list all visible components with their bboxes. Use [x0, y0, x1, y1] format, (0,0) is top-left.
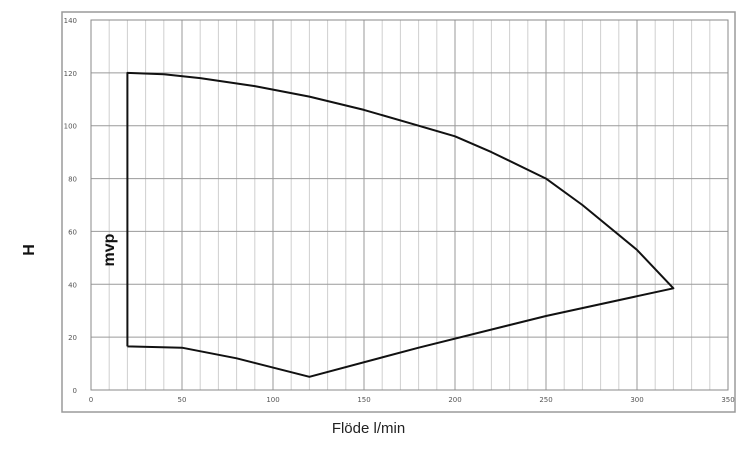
x-tick-label: 0 [89, 396, 93, 404]
x-tick-label: 250 [539, 396, 552, 404]
y-tick-label: 120 [64, 70, 77, 78]
x-tick-label: 50 [178, 396, 187, 404]
y-tick-labels: 0 20 40 60 80 100 120 140 [64, 17, 77, 395]
y-tick-label: 60 [68, 228, 77, 236]
plot-area [91, 20, 728, 390]
y-tick-label: 80 [68, 176, 77, 184]
y-tick-label: 20 [68, 334, 77, 342]
x-tick-label: 350 [721, 396, 734, 404]
x-tick-label: 100 [266, 396, 279, 404]
plot-border [90, 19, 729, 391]
y-axis-label: H mvp [21, 233, 118, 267]
y-tick-label: 40 [68, 281, 77, 289]
major-grid [91, 20, 728, 390]
x-tick-label: 300 [630, 396, 643, 404]
y-tick-label: 0 [73, 387, 77, 395]
y-tick-label: 140 [64, 17, 77, 25]
x-axis-label: Flöde l/min [331, 420, 406, 437]
x-tick-label: 200 [448, 396, 461, 404]
minor-grid [108, 20, 711, 390]
series-layer [126, 71, 675, 378]
x-tick-label: 150 [357, 396, 370, 404]
y-tick-label: 100 [64, 123, 77, 131]
x-tick-labels: 0 50 100 150 200 250 300 350 [89, 396, 735, 404]
operating-range-line [126, 71, 675, 378]
